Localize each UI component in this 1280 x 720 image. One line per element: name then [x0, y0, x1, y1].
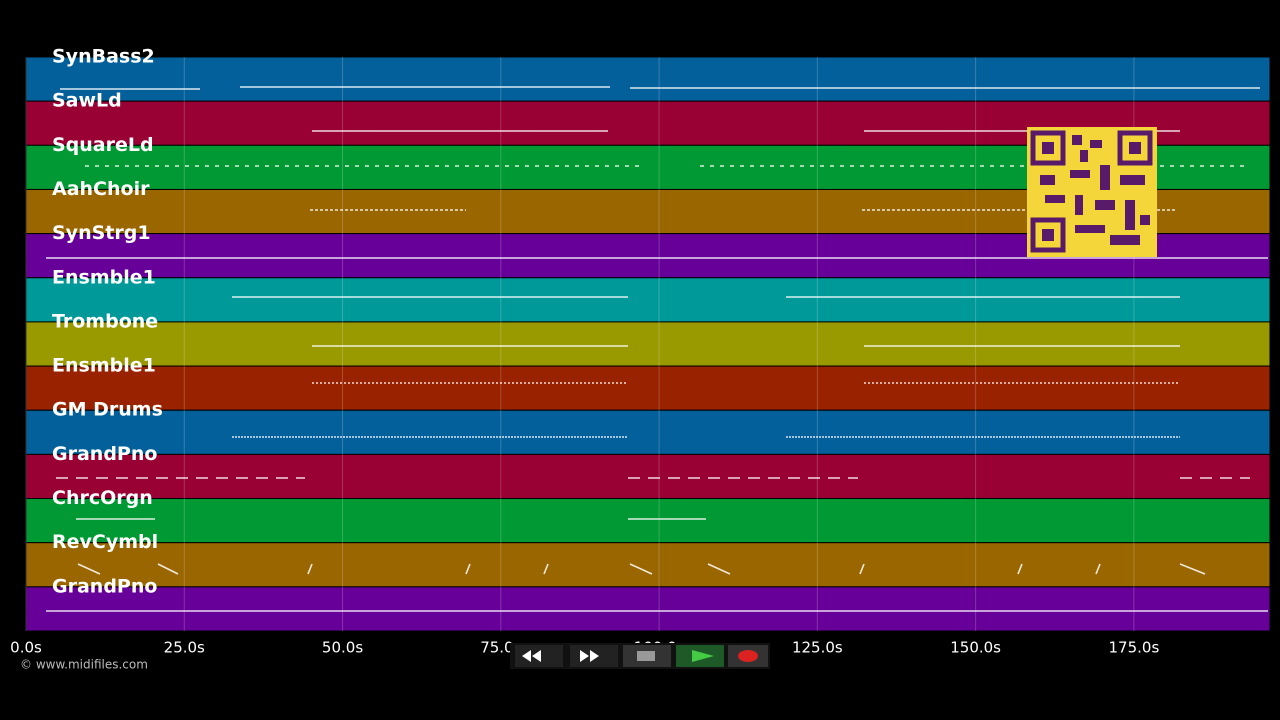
tick-label: 0.0s	[10, 639, 42, 657]
grid	[25, 57, 1135, 631]
track-lane	[25, 586, 1271, 632]
track-name: SquareLd	[52, 134, 154, 156]
track-lane	[25, 542, 1271, 588]
rewind-button[interactable]	[515, 645, 563, 667]
track-lane	[25, 277, 1271, 323]
track-name: SawLd	[52, 90, 122, 112]
track-lane	[25, 321, 1271, 367]
tick-label: 150.0s	[950, 639, 1001, 657]
track-name: GrandPno	[52, 575, 157, 597]
note-line	[60, 86, 1260, 90]
track-name: Trombone	[52, 310, 158, 332]
track-lane	[25, 498, 1271, 544]
note-line	[77, 563, 1206, 575]
track-name: Ensmble1	[52, 355, 156, 377]
tick-label: 50.0s	[322, 639, 363, 657]
track-name: SynBass2	[52, 46, 155, 68]
track-name: RevCymbl	[52, 531, 158, 553]
transport-controls	[510, 643, 770, 669]
track-name: ChrcOrgn	[52, 487, 153, 509]
track-lane	[25, 56, 1271, 102]
tick-label: 125.0s	[792, 639, 843, 657]
track-name: Ensmble1	[52, 266, 156, 288]
track-name: SynStrg1	[52, 222, 151, 244]
qr-code	[1027, 127, 1157, 257]
track-name: GM Drums	[52, 399, 163, 421]
stop-button[interactable]	[623, 645, 671, 667]
track-name: AahChoir	[52, 178, 150, 200]
play-button[interactable]	[676, 645, 724, 667]
track-lane	[25, 365, 1271, 411]
track-lane	[25, 409, 1271, 455]
forward-button[interactable]	[570, 645, 618, 667]
tick-label: 175.0s	[1109, 639, 1160, 657]
credit: © www.midifiles.com	[20, 658, 148, 672]
track-name: GrandPno	[52, 443, 157, 465]
track-lane	[25, 453, 1271, 500]
tick-label: 25.0s	[164, 639, 205, 657]
record-button[interactable]	[728, 645, 768, 667]
